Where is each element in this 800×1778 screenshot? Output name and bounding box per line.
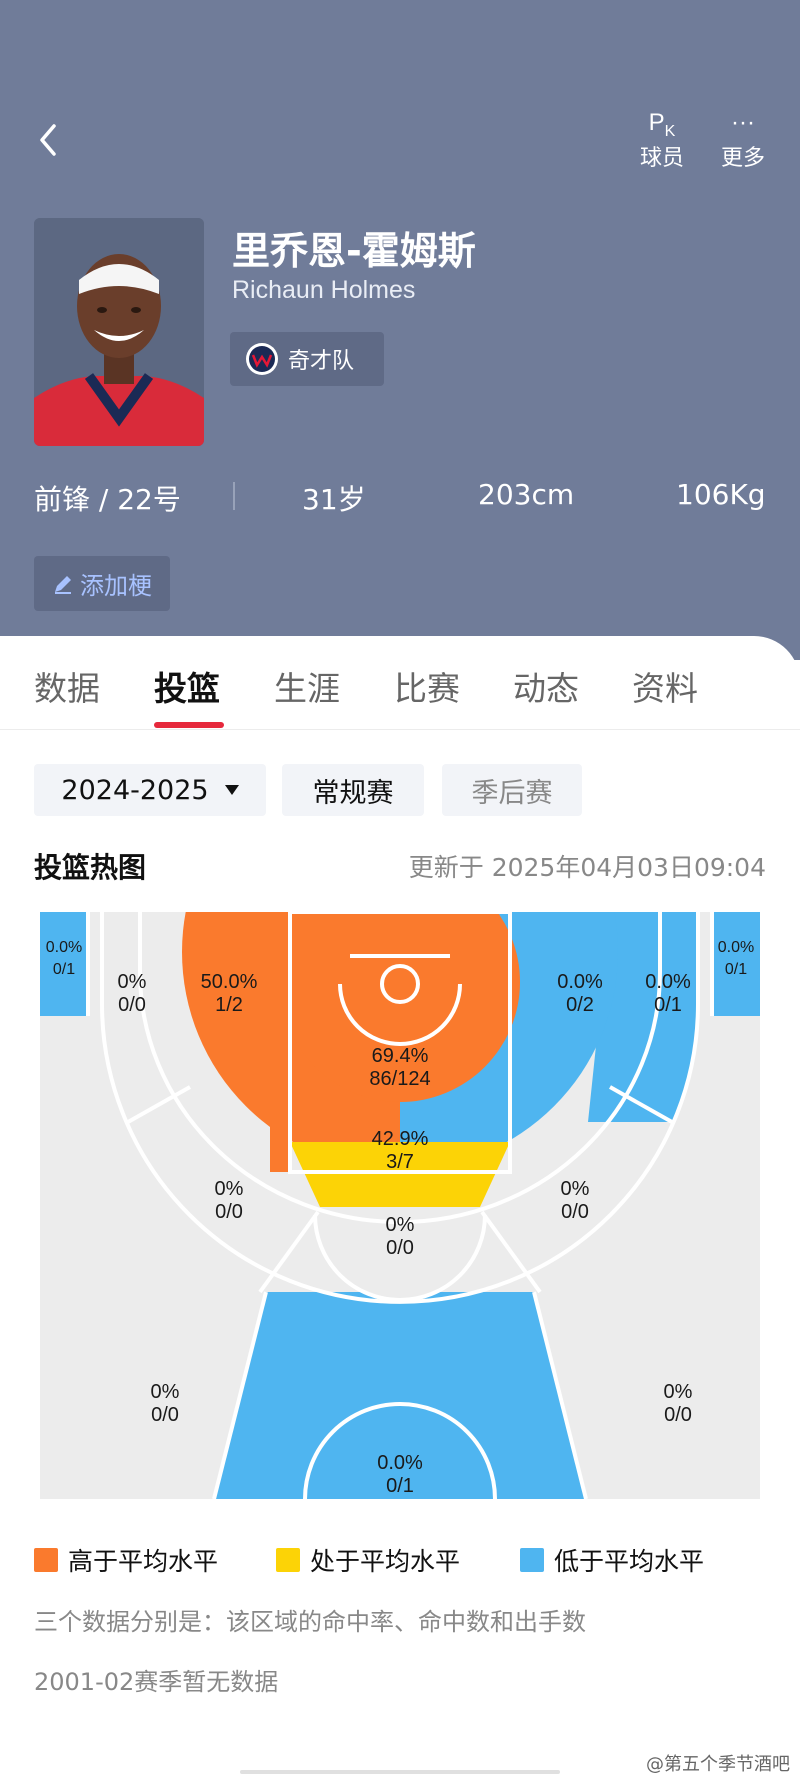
more-icon: ··· — [731, 109, 755, 136]
tab-data[interactable]: 数据 — [34, 669, 100, 708]
elbow-left-pct: 0% — [215, 1178, 244, 1200]
elbow-right-made: 0/0 — [561, 1201, 589, 1223]
three-top-made: 0/1 — [386, 1475, 414, 1497]
wizards-logo-icon — [246, 343, 278, 375]
updated-time: 更新于 2025年04月03日09:04 — [408, 853, 766, 882]
tab-career[interactable]: 生涯 — [274, 669, 340, 708]
age: 31岁 — [302, 483, 366, 516]
mid-left-outer-made: 0/0 — [118, 994, 146, 1016]
tab-news[interactable]: 动态 — [513, 669, 579, 708]
height: 203cm — [478, 478, 575, 511]
home-indicator — [240, 1770, 560, 1774]
player-name-en: Richaun Holmes — [232, 276, 416, 304]
team-chip[interactable]: 奇才队 — [230, 332, 384, 386]
zone-three-top — [214, 1292, 586, 1499]
watermark: @第五个季节酒吧 — [646, 1754, 790, 1775]
tab-games[interactable]: 比赛 — [394, 669, 460, 708]
player-header: PK 球员 ··· 更多 里乔恩-霍姆斯 Richaun Holmes 奇才队 — [0, 0, 800, 660]
mid-left-outer-pct: 0% — [118, 971, 147, 993]
more-label: 更多 — [720, 145, 765, 170]
three-top-pct: 0.0% — [377, 1452, 423, 1474]
legend-below-label: 低于平均水平 — [554, 1547, 705, 1576]
three-left-made: 0/0 — [151, 1404, 179, 1426]
active-tab-indicator — [154, 722, 224, 728]
heatmap-note: 三个数据分别是：该区域的命中率、命中数和出手数 — [34, 1608, 586, 1636]
tab-bar: 数据 投篮 生涯 比赛 动态 资料 — [0, 636, 800, 730]
no-data-note: 2001-02赛季暂无数据 — [34, 1668, 279, 1696]
heatmap-legend: 高于平均水平 处于平均水平 低于平均水平 — [0, 1542, 800, 1578]
zone-corner-left — [40, 912, 88, 1016]
zone-restricted — [280, 912, 520, 1102]
regular-season-button[interactable]: 常规赛 — [282, 764, 424, 816]
legend-below: 低于平均水平 — [520, 1542, 704, 1578]
mid-right-inner-pct: 0.0% — [557, 971, 603, 993]
legend-average-swatch — [276, 1548, 300, 1572]
weight: 106Kg — [676, 478, 766, 511]
elbow-left-made: 0/0 — [215, 1201, 243, 1223]
zone-paint — [290, 1142, 510, 1207]
shot-heatmap-court: 0.0% 0/1 0.0% 0/1 0% 0/0 50.0% 1/2 69.4%… — [40, 912, 760, 1499]
corner-left-made: 0/1 — [53, 961, 75, 978]
add-meme-button[interactable]: 添加梗 — [34, 556, 170, 611]
pk-label: 球员 — [639, 145, 684, 170]
player-info-row: 前锋 / 22号 31岁 203cm 106Kg — [0, 478, 800, 518]
mid-right-outer-pct: 0.0% — [645, 971, 691, 993]
team-name: 奇才队 — [288, 349, 355, 374]
zone-mid-right-outer — [588, 912, 698, 1122]
top-key-pct: 0% — [386, 1214, 415, 1236]
legend-above-swatch — [34, 1548, 58, 1572]
legend-above: 高于平均水平 — [34, 1542, 218, 1578]
paint-pct: 42.9% — [372, 1128, 429, 1150]
zone-corner-right — [712, 912, 760, 1016]
player-photo — [34, 218, 204, 446]
restricted-pct: 69.4% — [372, 1045, 429, 1067]
pk-icon: PK — [648, 109, 676, 140]
position-number: 前锋 / 22号 — [34, 483, 181, 516]
season-value: 2024-2025 — [61, 774, 209, 806]
legend-average: 处于平均水平 — [276, 1542, 460, 1578]
legend-below-swatch — [520, 1548, 544, 1572]
back-arrow-icon[interactable] — [36, 122, 60, 158]
legend-above-label: 高于平均水平 — [68, 1547, 219, 1576]
playoff-button[interactable]: 季后赛 — [442, 764, 582, 816]
mid-right-inner-made: 0/2 — [566, 994, 594, 1016]
tab-profile[interactable]: 资料 — [632, 669, 698, 708]
three-right-made: 0/0 — [664, 1404, 692, 1426]
pk-player-button[interactable]: PK 球员 — [627, 106, 697, 172]
tab-shooting[interactable]: 投篮 — [154, 669, 220, 708]
caret-down-icon — [224, 785, 239, 795]
content-panel: 数据 投篮 生涯 比赛 动态 资料 2024-2025 常规赛 季后赛 投篮热图… — [0, 636, 800, 1778]
player-name-cn: 里乔恩-霍姆斯 — [232, 229, 476, 273]
info-divider — [233, 482, 235, 510]
corner-right-pct: 0.0% — [718, 939, 754, 956]
paint-made: 3/7 — [386, 1151, 414, 1173]
elbow-right-pct: 0% — [561, 1178, 590, 1200]
heatmap-title: 投篮热图 — [34, 851, 147, 884]
three-left-pct: 0% — [151, 1381, 180, 1403]
corner-right-made: 0/1 — [725, 961, 747, 978]
restricted-made: 86/124 — [369, 1068, 430, 1090]
corner-left-pct: 0.0% — [46, 939, 82, 956]
mid-left-inner-pct: 50.0% — [201, 971, 258, 993]
more-button[interactable]: ··· 更多 — [708, 106, 778, 172]
mid-right-outer-made: 0/1 — [654, 994, 682, 1016]
pencil-icon — [55, 575, 71, 594]
three-right-pct: 0% — [664, 1381, 693, 1403]
season-select[interactable]: 2024-2025 — [34, 764, 266, 816]
mid-left-inner-made: 1/2 — [215, 994, 243, 1016]
legend-average-label: 处于平均水平 — [310, 1547, 461, 1576]
top-key-made: 0/0 — [386, 1237, 414, 1259]
add-meme-label: 添加梗 — [80, 572, 152, 600]
